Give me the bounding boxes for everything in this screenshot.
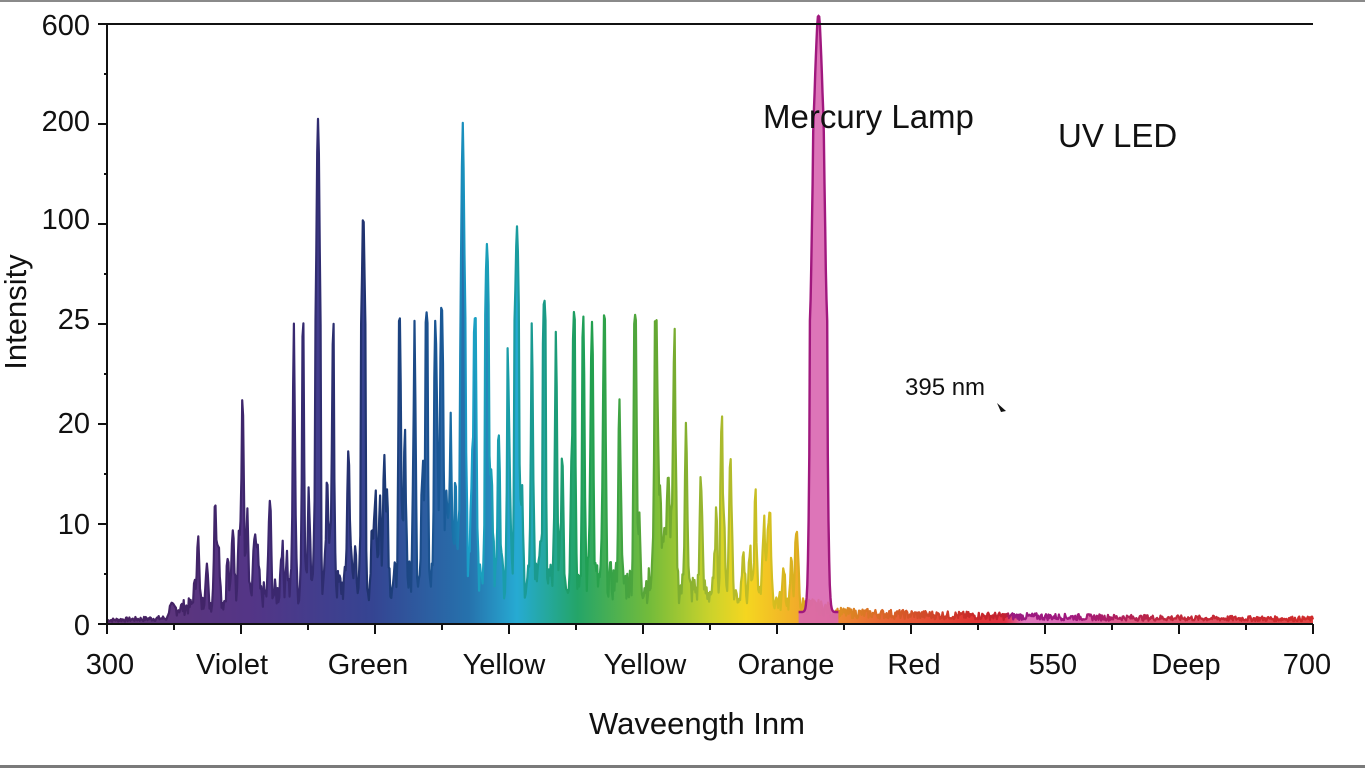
- mercury-lamp-label: Mercury Lamp: [763, 98, 974, 135]
- x-axis-title: Waveength Inm: [589, 706, 805, 741]
- x-tick-label: Violet: [196, 649, 268, 681]
- peak-arrow-icon: [997, 403, 1006, 412]
- x-tick-label: Yellow: [604, 649, 688, 681]
- y-tick-label: 10: [58, 509, 90, 541]
- peak-395nm-label: 395 nm: [905, 374, 985, 401]
- spectrum-area-fill: [107, 118, 1313, 625]
- x-tick-label: 700: [1283, 649, 1331, 681]
- uv-led-layer: [798, 14, 839, 624]
- x-tick-label: Yellow: [463, 649, 547, 681]
- spectrum-line: [106, 117, 1315, 623]
- x-axis-ticks: [106, 624, 1314, 634]
- spectrum-fill-layer: [107, 118, 1313, 625]
- x-tick-label: Orange: [738, 649, 835, 681]
- y-tick-label: 200: [42, 106, 90, 138]
- frame-bottom-border: [0, 765, 1365, 768]
- y-tick-label: 100: [42, 204, 90, 236]
- x-tick-label: Red: [887, 649, 940, 681]
- uv-led-peak-line: [798, 14, 839, 614]
- y-tick-label: 0: [74, 610, 90, 642]
- spectrum-line-layer: [106, 117, 1315, 623]
- y-axis-ticks: [98, 23, 107, 625]
- x-tick-label: Deep: [1151, 649, 1220, 681]
- y-tick-label: 25: [58, 304, 90, 336]
- frame-top-border: [0, 0, 1365, 2]
- x-tick-label: 550: [1029, 649, 1077, 681]
- y-tick-label: 20: [58, 408, 90, 440]
- x-tick-label: Green: [328, 649, 409, 681]
- uv-led-peak-fill: [798, 16, 839, 624]
- y-tick-label: 600: [42, 10, 90, 42]
- y-axis-title: Intensity: [0, 254, 33, 370]
- uv-led-label: UV LED: [1058, 117, 1177, 154]
- x-tick-label: 300: [86, 649, 134, 681]
